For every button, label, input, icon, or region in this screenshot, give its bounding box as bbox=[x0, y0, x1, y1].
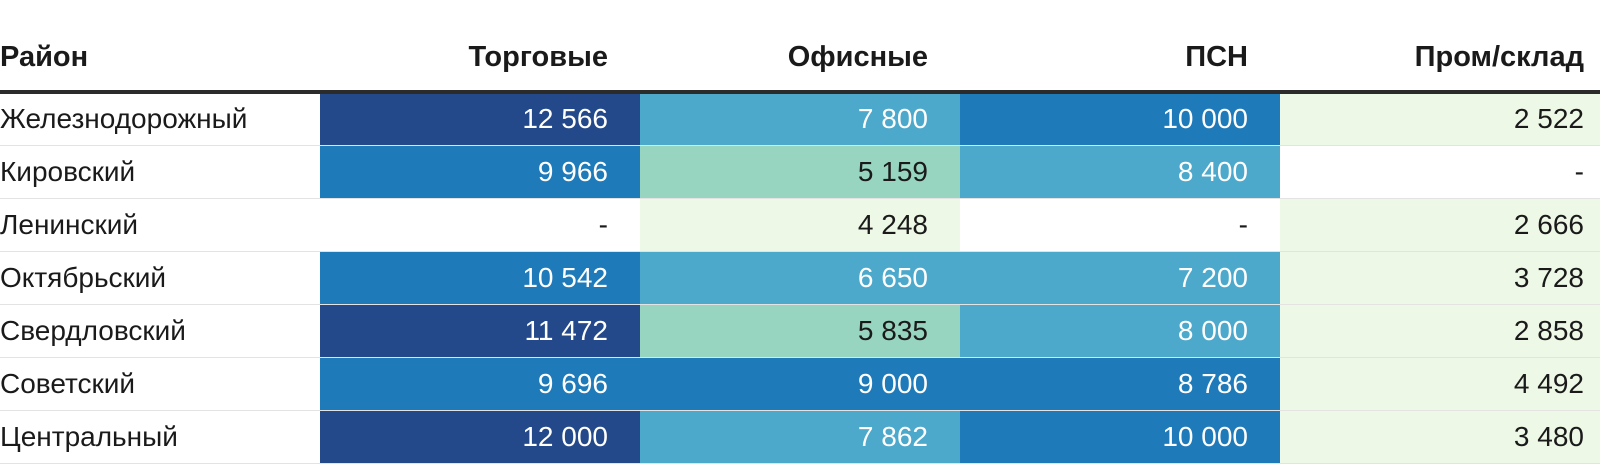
table-row: Свердловский 11 472 5 835 8 000 2 858 bbox=[0, 304, 1600, 358]
column-header-district: Район bbox=[0, 24, 320, 94]
header-row: Район Торговые Офисные ПСН Пром/склад bbox=[0, 24, 1600, 94]
value-cell: 4 492 bbox=[1280, 357, 1600, 411]
district-name-cell: Свердловский bbox=[0, 304, 320, 358]
column-header-retail: Торговые bbox=[320, 24, 640, 94]
district-name-cell: Железнодорожный bbox=[0, 92, 320, 146]
value-cell: 10 542 bbox=[320, 251, 640, 305]
value-cell: 9 000 bbox=[640, 357, 960, 411]
table-row: Центральный 12 000 7 862 10 000 3 480 bbox=[0, 410, 1600, 464]
column-header-psn: ПСН bbox=[960, 24, 1280, 94]
value-cell: 9 966 bbox=[320, 145, 640, 199]
value-cell: 6 650 bbox=[640, 251, 960, 305]
table-row: Ленинский -4 248-2 666 bbox=[0, 198, 1600, 252]
value-cell: 7 200 bbox=[960, 251, 1280, 305]
district-name-cell: Центральный bbox=[0, 410, 320, 464]
value-cell: 2 666 bbox=[1280, 198, 1600, 252]
value-cell: 2 522 bbox=[1280, 92, 1600, 146]
value-cell: 11 472 bbox=[320, 304, 640, 358]
value-cell: 2 858 bbox=[1280, 304, 1600, 358]
value-cell: 3 728 bbox=[1280, 251, 1600, 305]
value-cell: - bbox=[1280, 145, 1600, 199]
value-cell: 12 566 bbox=[320, 92, 640, 146]
district-name-cell: Октябрьский bbox=[0, 251, 320, 305]
heatmap-table: Район Торговые Офисные ПСН Пром/склад Же… bbox=[0, 24, 1600, 464]
value-cell: 9 696 bbox=[320, 357, 640, 411]
table-row: Октябрьский 10 542 6 650 7 200 3 728 bbox=[0, 251, 1600, 305]
value-cell: 12 000 bbox=[320, 410, 640, 464]
value-cell: 10 000 bbox=[960, 410, 1280, 464]
value-cell: 3 480 bbox=[1280, 410, 1600, 464]
column-header-office: Офисные bbox=[640, 24, 960, 94]
value-cell: 7 862 bbox=[640, 410, 960, 464]
table-row: Советский 9 696 9 000 8 786 4 492 bbox=[0, 357, 1600, 411]
value-cell: - bbox=[960, 198, 1280, 252]
value-cell: 4 248 bbox=[640, 198, 960, 252]
value-cell: 5 159 bbox=[640, 145, 960, 199]
table-row: Железнодорожный 12 566 7 800 10 000 2 522 bbox=[0, 92, 1600, 146]
value-cell: 5 835 bbox=[640, 304, 960, 358]
value-cell: 7 800 bbox=[640, 92, 960, 146]
value-cell: - bbox=[320, 198, 640, 252]
district-name-cell: Советский bbox=[0, 357, 320, 411]
value-cell: 8 400 bbox=[960, 145, 1280, 199]
value-cell: 8 000 bbox=[960, 304, 1280, 358]
table-body: Железнодорожный 12 566 7 800 10 000 2 522 Кир… bbox=[0, 92, 1600, 464]
column-header-industrial: Пром/склад bbox=[1280, 24, 1600, 94]
table-row: Кировский 9 966 5 159 8 400- bbox=[0, 145, 1600, 199]
district-name-cell: Ленинский bbox=[0, 198, 320, 252]
district-name-cell: Кировский bbox=[0, 145, 320, 199]
value-cell: 10 000 bbox=[960, 92, 1280, 146]
value-cell: 8 786 bbox=[960, 357, 1280, 411]
